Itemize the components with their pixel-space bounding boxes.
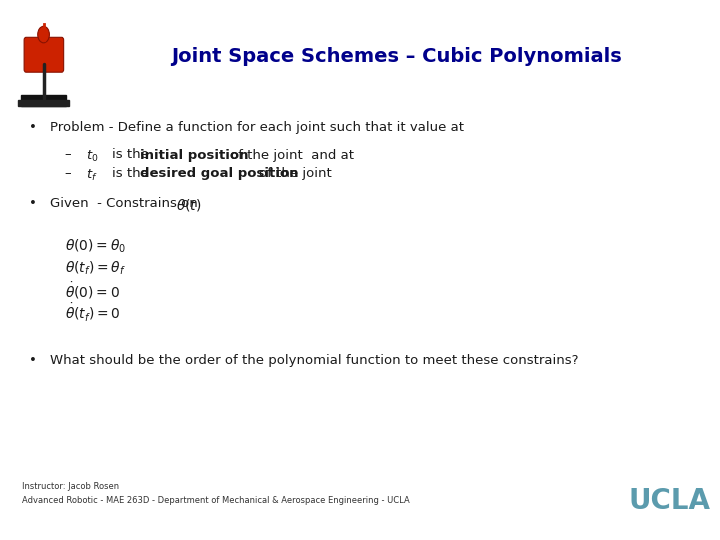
Text: of the joint  and at: of the joint and at: [230, 148, 354, 161]
Text: of the joint: of the joint: [259, 167, 332, 180]
Circle shape: [37, 26, 50, 43]
Text: •: •: [29, 197, 37, 210]
Text: $\dot{\theta}(t_f)=0$: $\dot{\theta}(t_f)=0$: [65, 302, 120, 325]
Text: initial position: initial position: [140, 148, 249, 161]
Bar: [17, 100, 69, 106]
Text: is the: is the: [112, 148, 153, 161]
Text: is the: is the: [112, 167, 153, 180]
Text: –: –: [65, 148, 71, 161]
Text: $\theta(t)$: $\theta(t)$: [176, 197, 202, 213]
Text: desired goal position: desired goal position: [140, 167, 299, 180]
Text: •: •: [29, 122, 37, 134]
Text: $t_f$: $t_f$: [86, 167, 98, 183]
Text: UCLA: UCLA: [629, 487, 711, 515]
Text: –: –: [65, 167, 71, 180]
Text: Instructor: Jacob Rosen: Instructor: Jacob Rosen: [22, 482, 119, 491]
Text: $\theta(0)=\theta_0$: $\theta(0)=\theta_0$: [65, 238, 126, 255]
Bar: [21, 95, 66, 106]
Text: $\theta(t_f)=\theta_f$: $\theta(t_f)=\theta_f$: [65, 259, 125, 276]
Text: $\dot{\theta}(0)=0$: $\dot{\theta}(0)=0$: [65, 281, 120, 301]
FancyBboxPatch shape: [24, 37, 63, 72]
Text: What should be the order of the polynomial function to meet these constrains?: What should be the order of the polynomi…: [50, 354, 579, 367]
Text: Advanced Robotic - MAE 263D - Department of Mechanical & Aerospace Engineering -: Advanced Robotic - MAE 263D - Department…: [22, 496, 410, 505]
Text: Joint Space Schemes – Cubic Polynomials: Joint Space Schemes – Cubic Polynomials: [171, 47, 621, 66]
Text: $t_0$: $t_0$: [86, 148, 99, 164]
Text: Problem - Define a function for each joint such that it value at: Problem - Define a function for each joi…: [50, 122, 464, 134]
Text: •: •: [29, 354, 37, 367]
Text: Given  - Constrains on: Given - Constrains on: [50, 197, 202, 210]
